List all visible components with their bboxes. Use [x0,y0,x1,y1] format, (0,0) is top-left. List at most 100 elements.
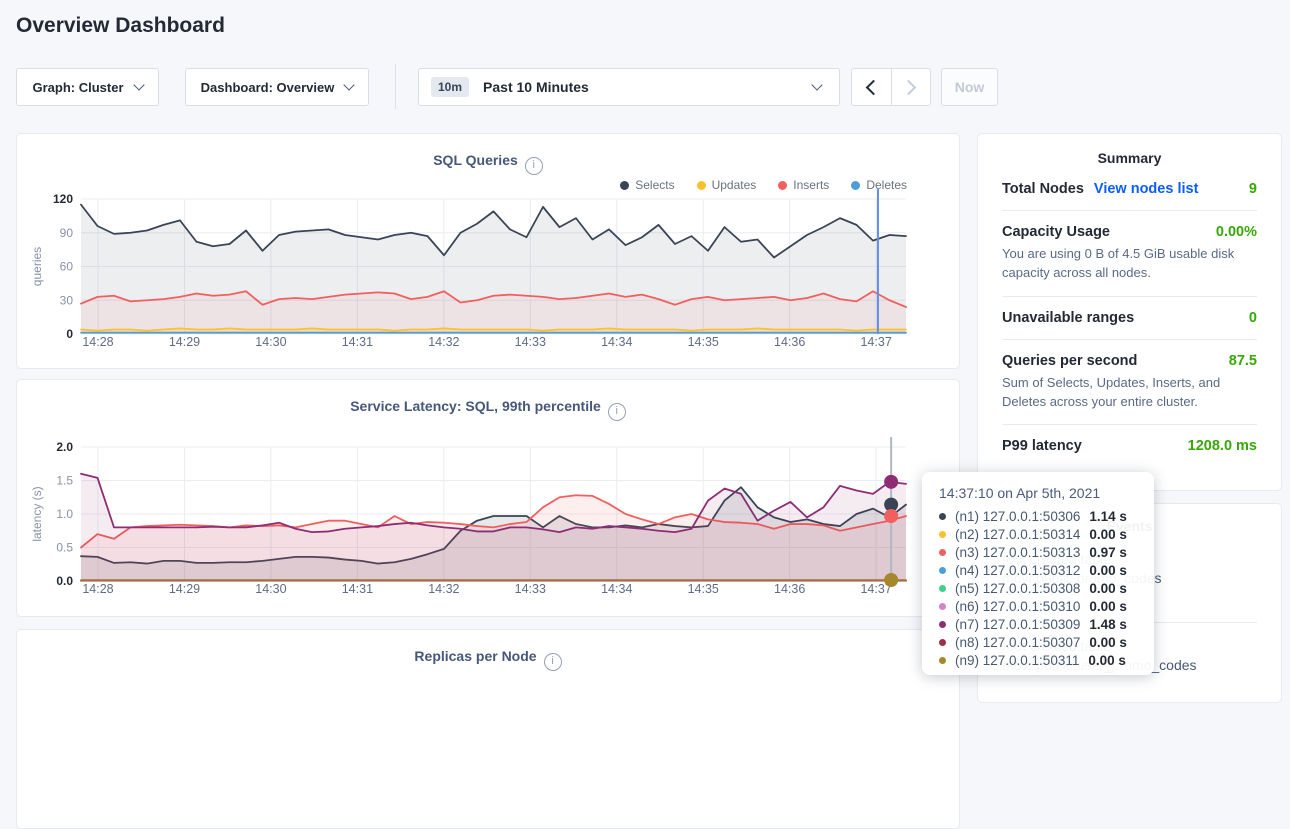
tooltip-row: (n4) 127.0.0.1:503120.00 s [939,561,1154,579]
summary-row-head: P99 latency 1208.0 ms [1002,438,1257,454]
x-axis-tick: 14:33 [515,335,546,349]
tooltip-node-address: (n2) 127.0.0.1:50314 [955,527,1080,542]
summary-row: P99 latency 1208.0 ms [1002,424,1257,467]
sql-queries-chart[interactable]: 030609012014:2814:2914:3014:3114:3214:33… [17,134,959,368]
node-color-dot-icon [939,639,946,646]
tooltip-node-address: (n8) 127.0.0.1:50307 [955,635,1080,650]
tooltip-row: (n5) 127.0.0.1:50308 0.00 s [939,579,1154,597]
time-forward-button[interactable] [891,69,931,105]
node-color-dot-icon [939,531,946,538]
tooltip-node-address: (n6) 127.0.0.1:50310 [955,599,1080,614]
summary-label: Queries per second [1002,353,1137,369]
summary-label: Unavailable ranges [1002,310,1134,326]
y-axis-tick: 90 [60,226,74,240]
tooltip-row: (n1) 127.0.0.1:503061.14 s [939,507,1154,525]
graph-dropdown[interactable]: Graph: Cluster [16,68,159,106]
tooltip-row: (n2) 127.0.0.1:50314 0.00 s [939,525,1154,543]
summary-row-head: Total NodesView nodes list9 [1002,181,1257,197]
series-line-Updates [81,328,906,330]
summary-label: P99 latency [1002,438,1082,454]
dashboard-dropdown-label: Dashboard: Overview [201,80,335,95]
dashboard-dropdown[interactable]: Dashboard: Overview [185,68,369,106]
tooltip-row: (n6) 127.0.0.1:503100.00 s [939,597,1154,615]
x-axis-tick: 14:31 [342,335,373,349]
chevron-down-icon [133,79,144,90]
hover-dot [884,573,898,587]
y-axis-label: latency (s) [30,486,44,541]
summary-value: 0.00% [1216,224,1257,240]
replicas-card: Replicas per Nodei [16,629,960,829]
time-range-select[interactable]: 10m Past 10 Minutes [418,68,840,106]
x-axis-tick: 14:37 [860,335,891,349]
y-axis-tick: 30 [60,293,74,307]
tooltip-node-address: (n7) 127.0.0.1:50309 [955,617,1080,632]
tooltip-node-value: 0.00 s [1089,581,1127,596]
x-axis-tick: 14:32 [428,582,459,596]
y-axis-tick: 120 [53,192,73,206]
summary-row-head: Queries per second 87.5 [1002,353,1257,369]
tooltip-node-value: 0.00 s [1089,563,1127,578]
service-latency-card: Service Latency: SQL, 99th percentilei 0… [16,379,960,617]
tooltip-node-address: (n5) 127.0.0.1:50308 [955,581,1080,596]
summary-label: Capacity Usage [1002,224,1110,240]
summary-value: 87.5 [1229,353,1257,369]
y-axis-tick: 1.0 [56,507,73,521]
service-latency-chart[interactable]: 0.00.51.01.52.014:2814:2914:3014:3114:32… [17,380,959,616]
chevron-down-icon [811,79,822,90]
tooltip-node-value: 0.00 s [1088,653,1126,668]
summary-description: You are using 0 B of 4.5 GiB usable disk… [1002,245,1257,283]
hover-dot [884,509,898,523]
chevron-left-icon [865,79,881,95]
summary-value: 1208.0 ms [1188,438,1257,454]
tooltip-node-address: (n3) 127.0.0.1:50313 [955,545,1080,560]
x-axis-tick: 14:36 [774,335,805,349]
time-range-label: Past 10 Minutes [483,79,589,95]
y-axis-tick: 2.0 [56,440,73,454]
y-axis-tick: 60 [60,260,74,274]
summary-row: Queries per second 87.5 Sum of Selects, Up… [1002,339,1257,425]
tooltip-node-value: 0.97 s [1089,545,1127,560]
summary-description: Sum of Selects, Updates, Inserts, and De… [1002,374,1257,412]
x-axis-tick: 14:32 [428,335,459,349]
node-color-dot-icon [939,621,946,628]
x-axis-tick: 14:35 [688,335,719,349]
tooltip-timestamp: 14:37:10 on Apr 5th, 2021 [939,485,1154,501]
time-step-buttons [851,68,931,106]
controls-divider [395,64,396,109]
page-title: Overview Dashboard [16,14,225,38]
sql-queries-card: SQL Queriesi SelectsUpdatesInsertsDelete… [16,133,960,369]
hover-dot [884,475,898,489]
summary-row: Capacity Usage 0.00% You are using 0 B of … [1002,210,1257,296]
time-range-badge: 10m [431,77,469,97]
x-axis-tick: 14:28 [82,582,113,596]
y-axis-tick: 0 [66,327,73,341]
tooltip-row: (n7) 127.0.0.1:503091.48 s [939,615,1154,633]
tooltip-node-value: 0.00 s [1089,527,1127,542]
node-color-dot-icon [939,513,946,520]
x-axis-tick: 14:34 [601,582,632,596]
y-axis-tick: 0.5 [56,541,73,555]
y-axis-tick: 1.5 [56,474,73,488]
x-axis-tick: 14:28 [82,335,113,349]
view-nodes-link[interactable]: View nodes list [1094,181,1199,197]
summary-value: 0 [1249,310,1257,326]
summary-row-head: Capacity Usage 0.00% [1002,224,1257,240]
x-axis-tick: 14:31 [342,582,373,596]
replicas-title: Replicas per Nodei [17,648,959,671]
now-button[interactable]: Now [941,68,998,106]
x-axis-tick: 14:29 [169,582,200,596]
summary-row-head: Unavailable ranges 0 [1002,310,1257,326]
node-color-dot-icon [939,603,946,610]
node-color-dot-icon [939,549,946,556]
info-icon[interactable]: i [544,653,562,671]
chart-hover-tooltip: 14:37:10 on Apr 5th, 2021 (n1) 127.0.0.1… [922,472,1154,675]
summary-row: Unavailable ranges 0 [1002,296,1257,339]
node-color-dot-icon [939,567,946,574]
graph-dropdown-label: Graph: Cluster [32,80,123,95]
x-axis-tick: 14:36 [774,582,805,596]
time-back-button[interactable] [852,69,891,105]
chevron-right-icon [901,79,917,95]
node-color-dot-icon [939,657,946,664]
x-axis-tick: 14:34 [601,335,632,349]
tooltip-row: (n9) 127.0.0.1:503110.00 s [939,651,1154,669]
